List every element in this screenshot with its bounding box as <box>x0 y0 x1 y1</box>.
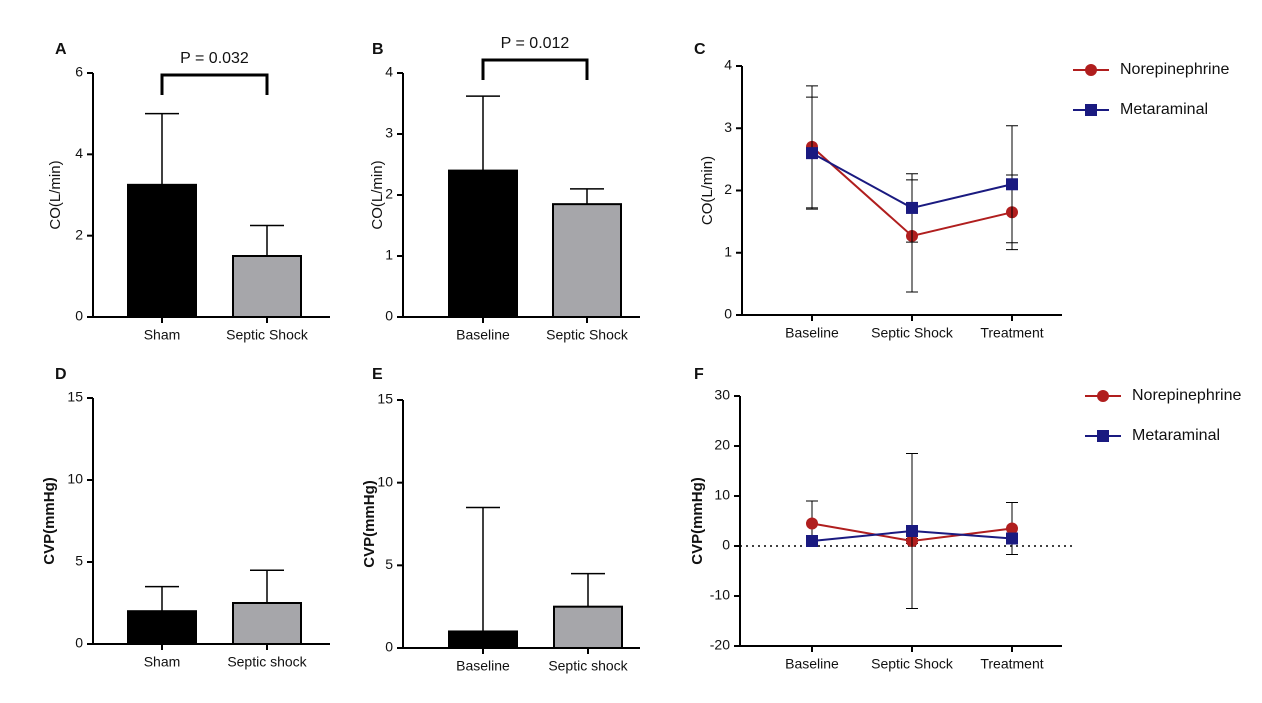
legend-marker <box>1097 390 1109 402</box>
x-tick-label: Baseline <box>456 658 510 674</box>
panel-label: F <box>694 366 704 383</box>
y-tick-label: 0 <box>722 537 730 553</box>
y-tick-label: 5 <box>385 556 393 572</box>
y-tick-label: 3 <box>385 125 393 141</box>
bar <box>232 255 302 318</box>
x-tick-label: Baseline <box>785 325 839 341</box>
marker <box>906 201 918 214</box>
x-tick-label: Treatment <box>980 656 1043 672</box>
y-tick-label: 10 <box>67 471 83 487</box>
marker <box>806 535 818 547</box>
y-axis-label: CVP(mmHg) <box>41 477 58 565</box>
y-tick-label: 2 <box>75 226 83 242</box>
bar <box>448 630 518 650</box>
annotation: P = 0.032 <box>180 50 249 67</box>
bar <box>448 169 518 318</box>
legend-label: Metaraminal <box>1120 101 1208 118</box>
x-tick-label: Septic shock <box>227 654 307 670</box>
marker <box>1006 532 1018 545</box>
panel-label: A <box>55 41 67 58</box>
panel-label: B <box>372 41 384 58</box>
y-tick-label: 3 <box>724 119 732 135</box>
y-tick-label: 1 <box>385 247 393 263</box>
x-tick-label: Septic Shock <box>226 327 309 343</box>
marker <box>806 517 818 530</box>
x-tick-label: Sham <box>144 654 181 670</box>
y-tick-label: 15 <box>377 391 393 407</box>
marker <box>1006 178 1018 191</box>
y-axis-label: CVP(mmHg) <box>689 477 706 565</box>
legend-label: Norepinephrine <box>1132 387 1242 404</box>
x-tick-label: Baseline <box>456 327 510 343</box>
marker <box>1006 522 1018 535</box>
y-tick-label: 20 <box>714 437 730 453</box>
y-tick-label: 1 <box>724 243 732 259</box>
panel-label: E <box>372 366 383 383</box>
y-tick-label: 0 <box>385 308 393 324</box>
x-tick-label: Septic Shock <box>546 327 629 343</box>
bar <box>127 610 197 646</box>
y-tick-label: 15 <box>67 389 83 405</box>
y-tick-label: 5 <box>75 553 83 569</box>
panel-label: C <box>694 41 706 58</box>
legend-marker <box>1085 64 1097 76</box>
legend-marker <box>1097 430 1109 442</box>
bar <box>552 203 622 318</box>
panel-label: D <box>55 366 67 383</box>
y-tick-label: 30 <box>714 387 730 403</box>
y-axis-label: CO(L/min) <box>699 156 716 225</box>
y-axis-label: CO(L/min) <box>369 160 386 229</box>
bar <box>553 605 623 650</box>
y-tick-label: 4 <box>75 145 83 161</box>
annotation: P = 0.012 <box>501 35 570 52</box>
x-tick-label: Sham <box>144 327 181 343</box>
y-tick-label: 2 <box>724 181 732 197</box>
x-tick-label: Treatment <box>980 325 1043 341</box>
y-tick-label: 0 <box>75 635 83 651</box>
y-axis-label: CO(L/min) <box>47 160 64 229</box>
y-tick-label: 10 <box>714 487 730 503</box>
y-tick-label: 6 <box>75 64 83 80</box>
y-tick-label: 2 <box>385 186 393 202</box>
x-tick-label: Septic Shock <box>871 325 954 341</box>
y-tick-label: 0 <box>724 306 732 322</box>
significance-bracket <box>481 58 589 80</box>
y-tick-label: 10 <box>377 473 393 489</box>
y-axis-label: CVP(mmHg) <box>361 480 378 568</box>
y-tick-label: 4 <box>385 64 393 80</box>
y-tick-label: 4 <box>724 57 732 73</box>
x-tick-label: Septic shock <box>548 658 628 674</box>
x-tick-label: Septic Shock <box>871 656 954 672</box>
bar <box>127 183 197 318</box>
y-tick-label: 0 <box>385 639 393 655</box>
legend-marker <box>1085 104 1097 116</box>
legend-label: Norepinephrine <box>1120 61 1230 78</box>
x-tick-label: Baseline <box>785 656 839 672</box>
y-tick-label: -10 <box>710 587 730 603</box>
y-tick-label: 0 <box>75 308 83 324</box>
marker <box>906 525 918 537</box>
bar <box>232 602 302 645</box>
marker <box>806 147 818 160</box>
y-tick-label: -20 <box>710 637 730 653</box>
significance-bracket <box>160 73 269 95</box>
legend-label: Metaraminal <box>1132 427 1220 444</box>
